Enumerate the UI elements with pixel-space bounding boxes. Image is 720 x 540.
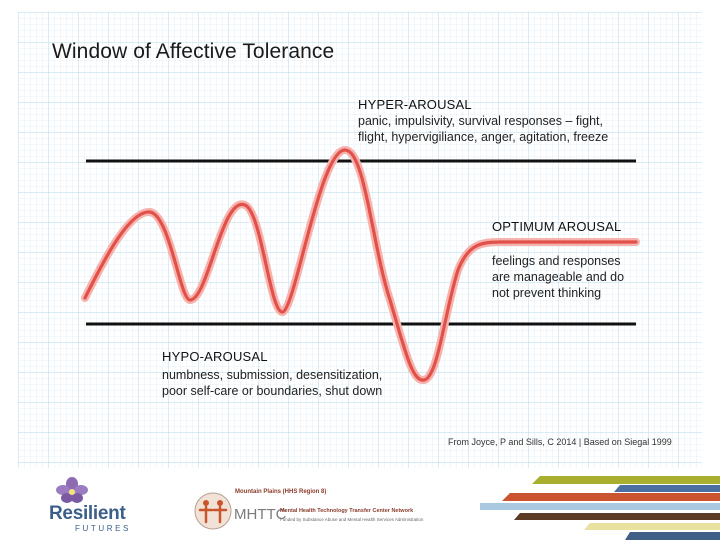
optimum-arousal-line: not prevent thinking bbox=[492, 286, 602, 300]
source-credit: From Joyce, P and Sills, C 2014 | Based … bbox=[448, 437, 672, 447]
arousal-diagram bbox=[81, 145, 640, 384]
mhttc-abbreviation: MHTTC bbox=[234, 506, 287, 523]
resilient-futures-logo-word: Resilient bbox=[49, 503, 126, 524]
mhttc-network-name: Mental Health Technology Transfer Center… bbox=[280, 508, 414, 514]
optimum-arousal-line: feelings and responses bbox=[492, 254, 621, 268]
hypo-arousal-line: numbness, submission, desensitization, bbox=[162, 368, 383, 382]
hyper-arousal-line: panic, impulsivity, survival responses –… bbox=[358, 114, 604, 128]
hyper-arousal-description: panic, impulsivity, survival responses –… bbox=[358, 113, 648, 145]
mhttc-figures-icon bbox=[194, 492, 232, 530]
hyper-arousal-heading: HYPER-AROUSAL bbox=[358, 97, 472, 112]
hyper-arousal-line: flight, hypervigiliance, anger, agitatio… bbox=[358, 130, 609, 144]
mhttc-funding-note: Funded by Substance Abuse and Mental Hea… bbox=[280, 517, 424, 522]
resilient-futures-logo-subword: FUTURES bbox=[75, 524, 131, 533]
optimum-arousal-heading: OPTIMUM AROUSAL bbox=[492, 219, 622, 234]
hypo-arousal-line: poor self-care or boundaries, shut down bbox=[162, 384, 383, 398]
hypo-arousal-heading: HYPO-AROUSAL bbox=[162, 349, 268, 364]
hypo-arousal-description: numbness, submission, desensitization, p… bbox=[162, 367, 422, 399]
mhttc-region-label: Mountain Plains (HHS Region 8) bbox=[235, 489, 327, 495]
arousal-wave bbox=[83, 148, 638, 382]
violet-flower-icon bbox=[56, 477, 88, 503]
optimum-arousal-line: are manageable and do bbox=[492, 270, 625, 284]
decorative-stripes bbox=[480, 476, 720, 540]
slide-title: Window of Affective Tolerance bbox=[52, 40, 335, 63]
optimum-arousal-description: feelings and responses are manageable an… bbox=[492, 253, 652, 301]
